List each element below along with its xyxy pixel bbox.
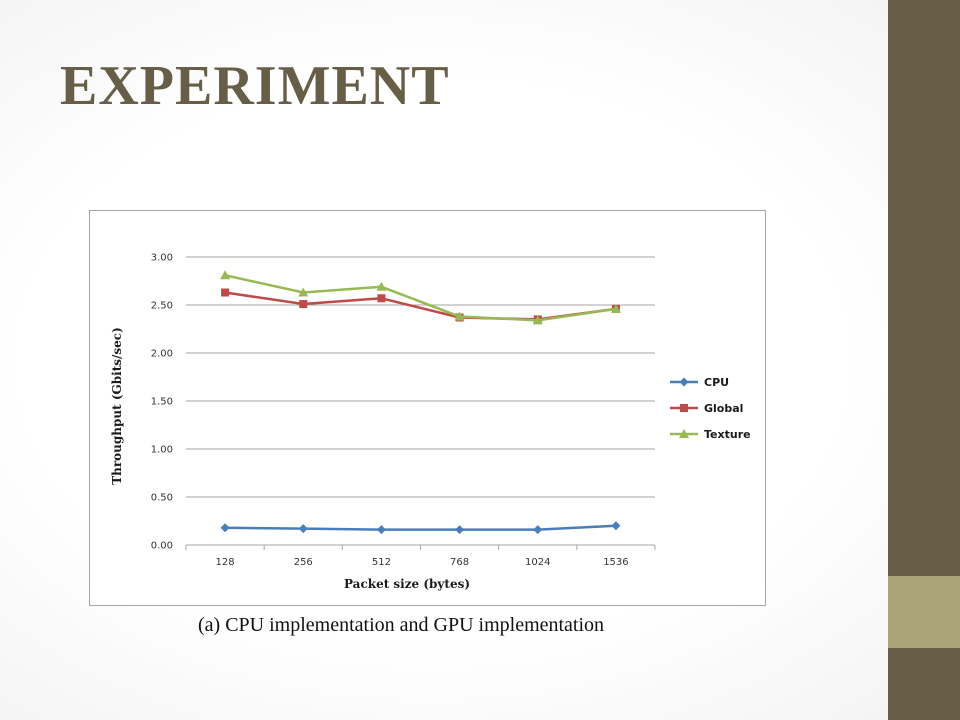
x-tick-label: 512 [372,557,391,568]
data-point-cpu [298,524,308,534]
y-tick-label: 1.50 [151,397,173,408]
data-point-cpu [533,525,543,535]
x-tick-label: 256 [294,557,313,568]
x-axis-title: Packet size (bytes) [344,577,470,591]
legend-marker-cpu [679,377,689,387]
data-point-texture [298,287,309,297]
slide-title: EXPERIMENT [60,55,450,117]
legend-marker-global [680,404,688,412]
x-tick-label: 1536 [603,557,628,568]
data-point-texture [532,315,543,325]
legend-label-cpu: CPU [704,376,729,389]
figure-caption: (a) CPU implementation and GPU implement… [198,614,605,636]
data-point-cpu [611,521,621,531]
data-point-global [377,294,386,303]
chart-panel: 0.00 0.50 1.00 1.50 2.00 2.50 3.00 128 256 512 76… [89,210,766,606]
y-tick-label: 0.50 [151,493,173,504]
x-tick-label: 768 [450,557,469,568]
legend-marker-texture [679,429,689,438]
legend: CPU Global Texture [670,376,751,441]
x-tick-label: 128 [216,557,235,568]
gridlines [185,256,656,550]
series-line-texture [224,274,617,322]
data-point-global [299,300,308,309]
data-point-texture [376,281,387,291]
legend-label-global: Global [704,402,743,415]
side-accent-block [888,576,960,648]
data-point-cpu [220,523,230,533]
y-tick-labels: 0.00 0.50 1.00 1.50 2.00 2.50 3.00 [151,253,173,552]
x-tick-labels: 128 256 512 768 1024 1536 [216,557,629,568]
legend-label-texture: Texture [704,428,751,441]
y-tick-label: 3.00 [151,253,173,264]
series-lines [220,270,621,535]
x-tick-label: 1024 [525,557,550,568]
throughput-line-chart: 0.00 0.50 1.00 1.50 2.00 2.50 3.00 128 256 512 76… [110,253,751,592]
y-axis-title: Throughput (Gbits/sec) [110,327,124,485]
series-line-global [224,291,617,321]
series-line-cpu [225,524,616,531]
data-point-texture [220,270,231,280]
data-point-texture [610,303,621,313]
y-tick-label: 1.00 [151,445,173,456]
data-point-texture [454,311,465,321]
data-point-cpu [376,525,386,535]
data-point-global [221,288,230,297]
y-tick-label: 2.50 [151,301,173,312]
data-point-cpu [455,525,465,535]
y-tick-label: 2.00 [151,349,173,360]
y-tick-label: 0.00 [151,541,173,552]
